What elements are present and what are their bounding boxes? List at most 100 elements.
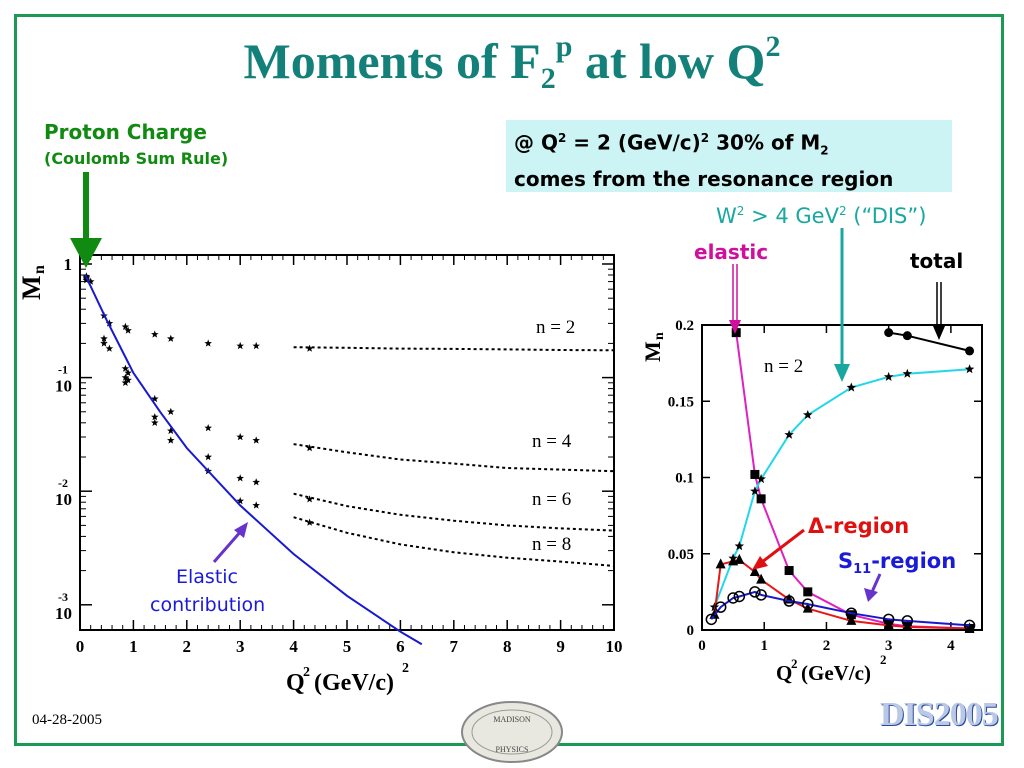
left-dis-fit-curve (293, 443, 615, 473)
left-x-tick-label: 1 (129, 637, 138, 656)
right-y-tick-label: 0.15 (668, 394, 694, 410)
right-data-point (964, 364, 975, 374)
left-y-axis-label-sub: n (31, 265, 48, 274)
left-series-label: n = 2 (536, 317, 575, 338)
info-box: @ Q2 = 2 (GeV/c)2 30% of M2 comes from t… (506, 120, 952, 192)
left-data-point (204, 424, 212, 432)
left-x-tick-label: 0 (76, 637, 85, 656)
right-x-axis-label-sup: 2 (791, 656, 798, 671)
s11-region-label: S11-region (838, 549, 957, 578)
svg-text:PHYSICS: PHYSICS (496, 745, 529, 754)
right-data-point (750, 486, 760, 496)
right-data-point (756, 474, 766, 484)
left-data-point (204, 339, 212, 347)
total-arrow-head (933, 326, 945, 340)
left-data-point (105, 319, 114, 327)
right-y-tick-label: 0.2 (675, 318, 694, 334)
right-y-tick-label: 0.05 (668, 547, 694, 563)
right-data-point (965, 346, 975, 356)
right-data-point (705, 613, 718, 626)
left-data-point (86, 277, 95, 285)
left-data-point (236, 474, 244, 482)
left-x-tick-label: 10 (606, 637, 623, 656)
right-data-point (882, 613, 895, 626)
right-x-tick-label: 0 (698, 638, 706, 654)
left-x-axis-label: Q (286, 670, 305, 696)
left-data-point (124, 376, 132, 384)
right-data-point (846, 610, 856, 620)
right-data-point (883, 371, 894, 381)
right-data-point (846, 614, 857, 625)
left-data-point (252, 478, 260, 486)
left-data-point (121, 364, 130, 372)
right-series-line (888, 331, 970, 352)
right-data-point (803, 587, 813, 597)
left-data-point (151, 413, 159, 421)
delta-arrow-head (752, 556, 768, 570)
left-data-point (167, 436, 175, 444)
dis2005-logo: DIS2005 (880, 696, 999, 733)
elastic-arrow-head (729, 320, 741, 334)
right-x-axis-label-unit-sup: 2 (880, 652, 887, 667)
right-data-point (902, 368, 913, 378)
left-data-point (121, 378, 130, 386)
right-data-point (884, 328, 894, 338)
right-data-point (715, 558, 726, 569)
right-data-point (846, 382, 857, 392)
left-dis-fit-curve (293, 516, 615, 567)
right-data-point (784, 429, 794, 439)
right-data-point (802, 598, 814, 610)
left-x-tick-label: 3 (236, 637, 245, 656)
right-annotation: n = 2 (764, 356, 803, 377)
right-x-tick-label: 4 (947, 638, 955, 654)
left-x-tick-label: 7 (450, 637, 459, 656)
left-data-point (236, 433, 244, 441)
right-data-point (734, 553, 745, 564)
left-data-point (305, 344, 314, 352)
right-data-point (901, 615, 914, 627)
right-data-point (714, 601, 727, 613)
left-data-point (204, 453, 212, 461)
left-data-point (151, 418, 159, 426)
left-data-point (121, 373, 130, 381)
left-y-tick-exponent: -3 (58, 590, 68, 604)
right-data-point (902, 331, 912, 341)
right-x-tick-label: 3 (885, 638, 893, 654)
left-x-axis-label-unit: (GeV/c) (314, 670, 394, 696)
left-y-tick-exponent: -1 (58, 363, 68, 377)
left-x-axis-label-unit-sup: 2 (402, 661, 409, 676)
right-data-point (802, 602, 813, 613)
right-y-axis-label: M (640, 341, 665, 362)
right-data-point (750, 469, 760, 479)
left-x-tick-label: 6 (396, 637, 405, 656)
left-data-point (236, 497, 244, 505)
left-x-tick-label: 8 (503, 637, 512, 656)
left-x-axis-label-sup: 2 (303, 665, 310, 680)
s11-arrow-head (864, 588, 878, 602)
left-data-point (167, 334, 175, 342)
elastic-contribution-label-1: Elastic (176, 566, 239, 588)
left-y-tick-label: 10 (55, 490, 72, 509)
right-data-point (803, 410, 813, 419)
left-data-point (151, 330, 159, 338)
right-x-axis-label: Q (776, 661, 792, 685)
right-data-point (734, 541, 745, 551)
left-data-point (82, 276, 91, 284)
left-data-point (252, 341, 260, 350)
right-data-point (845, 607, 858, 619)
left-y-tick-exponent: -2 (58, 476, 68, 490)
right-data-point (733, 590, 746, 603)
proton-charge-label: Proton Charge (44, 120, 207, 144)
left-y-tick-label: 1 (64, 255, 73, 274)
left-data-point (105, 344, 114, 352)
left-data-point (121, 322, 130, 330)
right-data-point (756, 494, 766, 504)
elastic-contribution-arrow-head (234, 522, 248, 538)
slide-title: Moments of F2p at low Q2 (243, 30, 781, 95)
left-x-tick-label: 5 (343, 637, 352, 656)
left-data-point (252, 436, 260, 444)
right-data-point (727, 592, 739, 604)
left-data-point (100, 334, 108, 342)
right-data-point (783, 595, 795, 607)
